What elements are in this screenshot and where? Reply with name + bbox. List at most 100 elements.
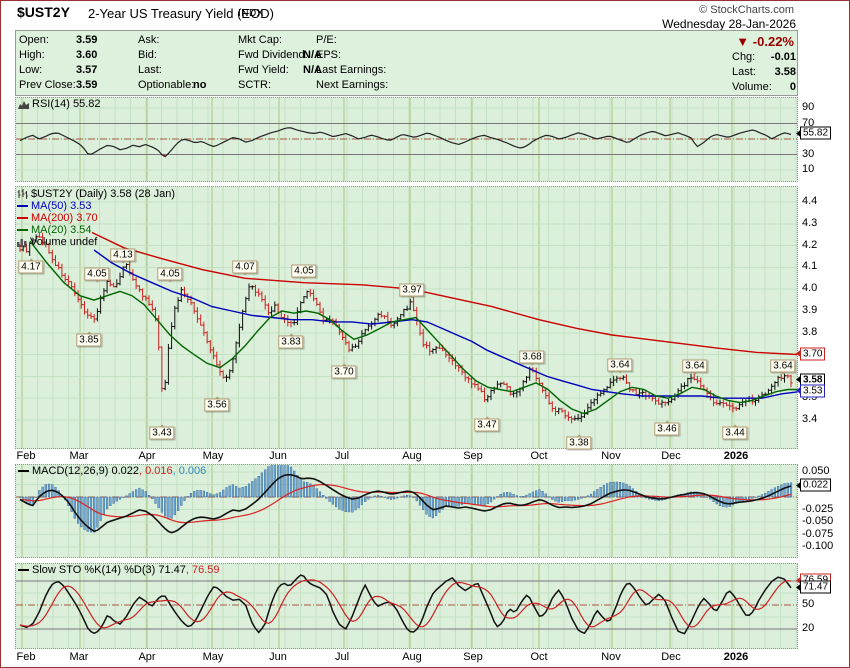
change-percent: ▼ -0.22%: [736, 34, 794, 49]
y-tick-label: -0.025: [802, 502, 834, 515]
month-label: Feb: [16, 651, 36, 663]
price-annotation: 3.83: [278, 333, 304, 349]
quote-value: no: [193, 79, 207, 91]
price-annotation: 4.07: [232, 260, 258, 276]
month-label: Aug: [402, 651, 422, 663]
price-annotation: 4.05: [84, 267, 110, 283]
exchange-label: INDX: [238, 8, 264, 19]
month-label: Jun: [269, 651, 287, 663]
price-annotation: 3.68: [519, 350, 545, 366]
month-label: Nov: [601, 651, 621, 663]
month-label: Nov: [601, 450, 621, 462]
price-legend-row: Volume undef: [17, 236, 97, 248]
y-tick-label: 0.050: [802, 465, 830, 477]
month-label: Apr: [138, 450, 156, 462]
price-legend-row: MA(200) 3.70: [17, 212, 98, 224]
month-label: May: [202, 450, 224, 462]
legend-text: , 0.006: [172, 465, 207, 477]
quote-label: Mkt Cap:: [238, 34, 283, 46]
legend-text: Volume undef: [30, 236, 98, 248]
symbol: $UST2Y: [17, 4, 70, 20]
price-annotation: 3.46: [654, 420, 680, 436]
quote-label: SCTR:: [238, 79, 271, 91]
line-icon: [18, 569, 29, 572]
axis-callout: 71.47: [795, 580, 832, 594]
y-tick-label: -0.050: [802, 515, 834, 527]
price-annotation: 3.64: [770, 359, 796, 375]
line-icon: [17, 205, 28, 208]
stat-label: Chg:: [732, 51, 756, 63]
price-annotation: 3.47: [474, 416, 500, 432]
quote-label: Last Earnings:: [316, 64, 387, 76]
quote-label: Open:: [19, 34, 49, 46]
x-axis-bottom: Feb Mar Apr May Jun Jul Aug Sep Oct Nov Dec 2026: [15, 650, 798, 666]
quote-value: N/A: [303, 49, 322, 61]
month-label: Jun: [269, 450, 287, 462]
macd-panel: [15, 464, 798, 558]
y-tick-label: -0.100: [802, 540, 834, 552]
chart-title: 2-Year US Treasury Yield (EOD): [88, 6, 274, 21]
price-annotation: 3.44: [722, 424, 748, 440]
indicator-icon: [18, 100, 29, 109]
quote-label: Ask:: [138, 34, 160, 46]
price-annotation: 4.05: [157, 267, 183, 283]
y-tick-label: 4.4: [802, 195, 818, 207]
quote-value: 3.60: [76, 49, 98, 61]
legend-text: MA(50) 3.53: [31, 200, 92, 212]
month-label: 2026: [723, 450, 749, 462]
y-tick-label: 90: [802, 101, 815, 113]
legend-text: MACD(12,26,9) 0.022: [32, 465, 139, 477]
month-label: Jul: [334, 450, 350, 462]
stat-value: 3.58: [774, 66, 796, 78]
month-label: Dec: [661, 450, 681, 462]
volume-bars-icon: [17, 238, 27, 247]
copyright: © StockCharts.com: [699, 4, 794, 16]
quote-label: Fwd Yield:: [238, 64, 289, 76]
axis-callout: 3.53: [795, 384, 826, 398]
y-tick-label: 30: [802, 147, 815, 160]
quote-label: Low:: [19, 64, 43, 76]
quote-label: Bid:: [138, 49, 157, 61]
quote-label: Last:: [138, 64, 162, 76]
quote-value: 3.59: [76, 79, 98, 91]
quote-label: EPS:: [316, 49, 342, 61]
quote-value: N/A: [303, 64, 322, 76]
stat-label: Last:: [732, 66, 756, 78]
y-tick-label: 4.0: [802, 282, 818, 295]
quote-value: 3.57: [76, 64, 98, 76]
month-label: Oct: [530, 450, 548, 462]
stochastic-panel: [15, 563, 798, 649]
line-icon: [17, 229, 28, 232]
legend-text: RSI(14) 55.82: [32, 98, 101, 110]
price-panel: [15, 186, 798, 449]
legend-text: , 0.016: [139, 465, 173, 477]
y-tick-label: 3.9: [802, 304, 818, 316]
stat-value: -0.01: [770, 51, 796, 63]
y-tick-label: 4.3: [802, 216, 818, 229]
legend-text: MA(200) 3.70: [31, 212, 98, 224]
legend-text: MA(20) 3.54: [31, 224, 92, 236]
y-tick-label: 4.2: [802, 238, 818, 251]
y-tick-label: 3.8: [802, 325, 818, 338]
month-label: Feb: [16, 450, 36, 462]
rsi-legend: RSI(14) 55.82: [18, 98, 100, 110]
axis-callout: 55.82: [795, 126, 832, 140]
down-arrow-icon: ▼: [736, 34, 750, 49]
month-label: Jul: [334, 651, 350, 663]
quote-label: Next Earnings:: [316, 79, 389, 91]
price-annotation: 3.56: [204, 396, 230, 412]
quote-value: 3.59: [76, 34, 98, 46]
x-axis-main: Feb Mar Apr May Jun Jul Aug Sep Oct Nov Dec 2026: [15, 449, 798, 464]
price-legend-row: MA(50) 3.53: [17, 200, 92, 212]
price-legend-row: $UST2Y (Daily) 3.58 (28 Jan): [17, 188, 175, 200]
price-annotation: 3.97: [399, 283, 425, 299]
month-label: May: [202, 651, 224, 663]
chart-date: Wednesday 28-Jan-2026: [662, 17, 796, 31]
y-tick-label: 4.1: [802, 260, 818, 273]
y-tick-label: 20: [802, 622, 815, 634]
stat-label: Volume:: [732, 81, 772, 93]
price-annotation: 4.17: [18, 258, 44, 274]
macd-legend: MACD(12,26,9) 0.022, 0.016, 0.006: [18, 465, 206, 477]
month-label: Aug: [402, 450, 422, 462]
quote-label: Optionable:: [138, 79, 195, 91]
